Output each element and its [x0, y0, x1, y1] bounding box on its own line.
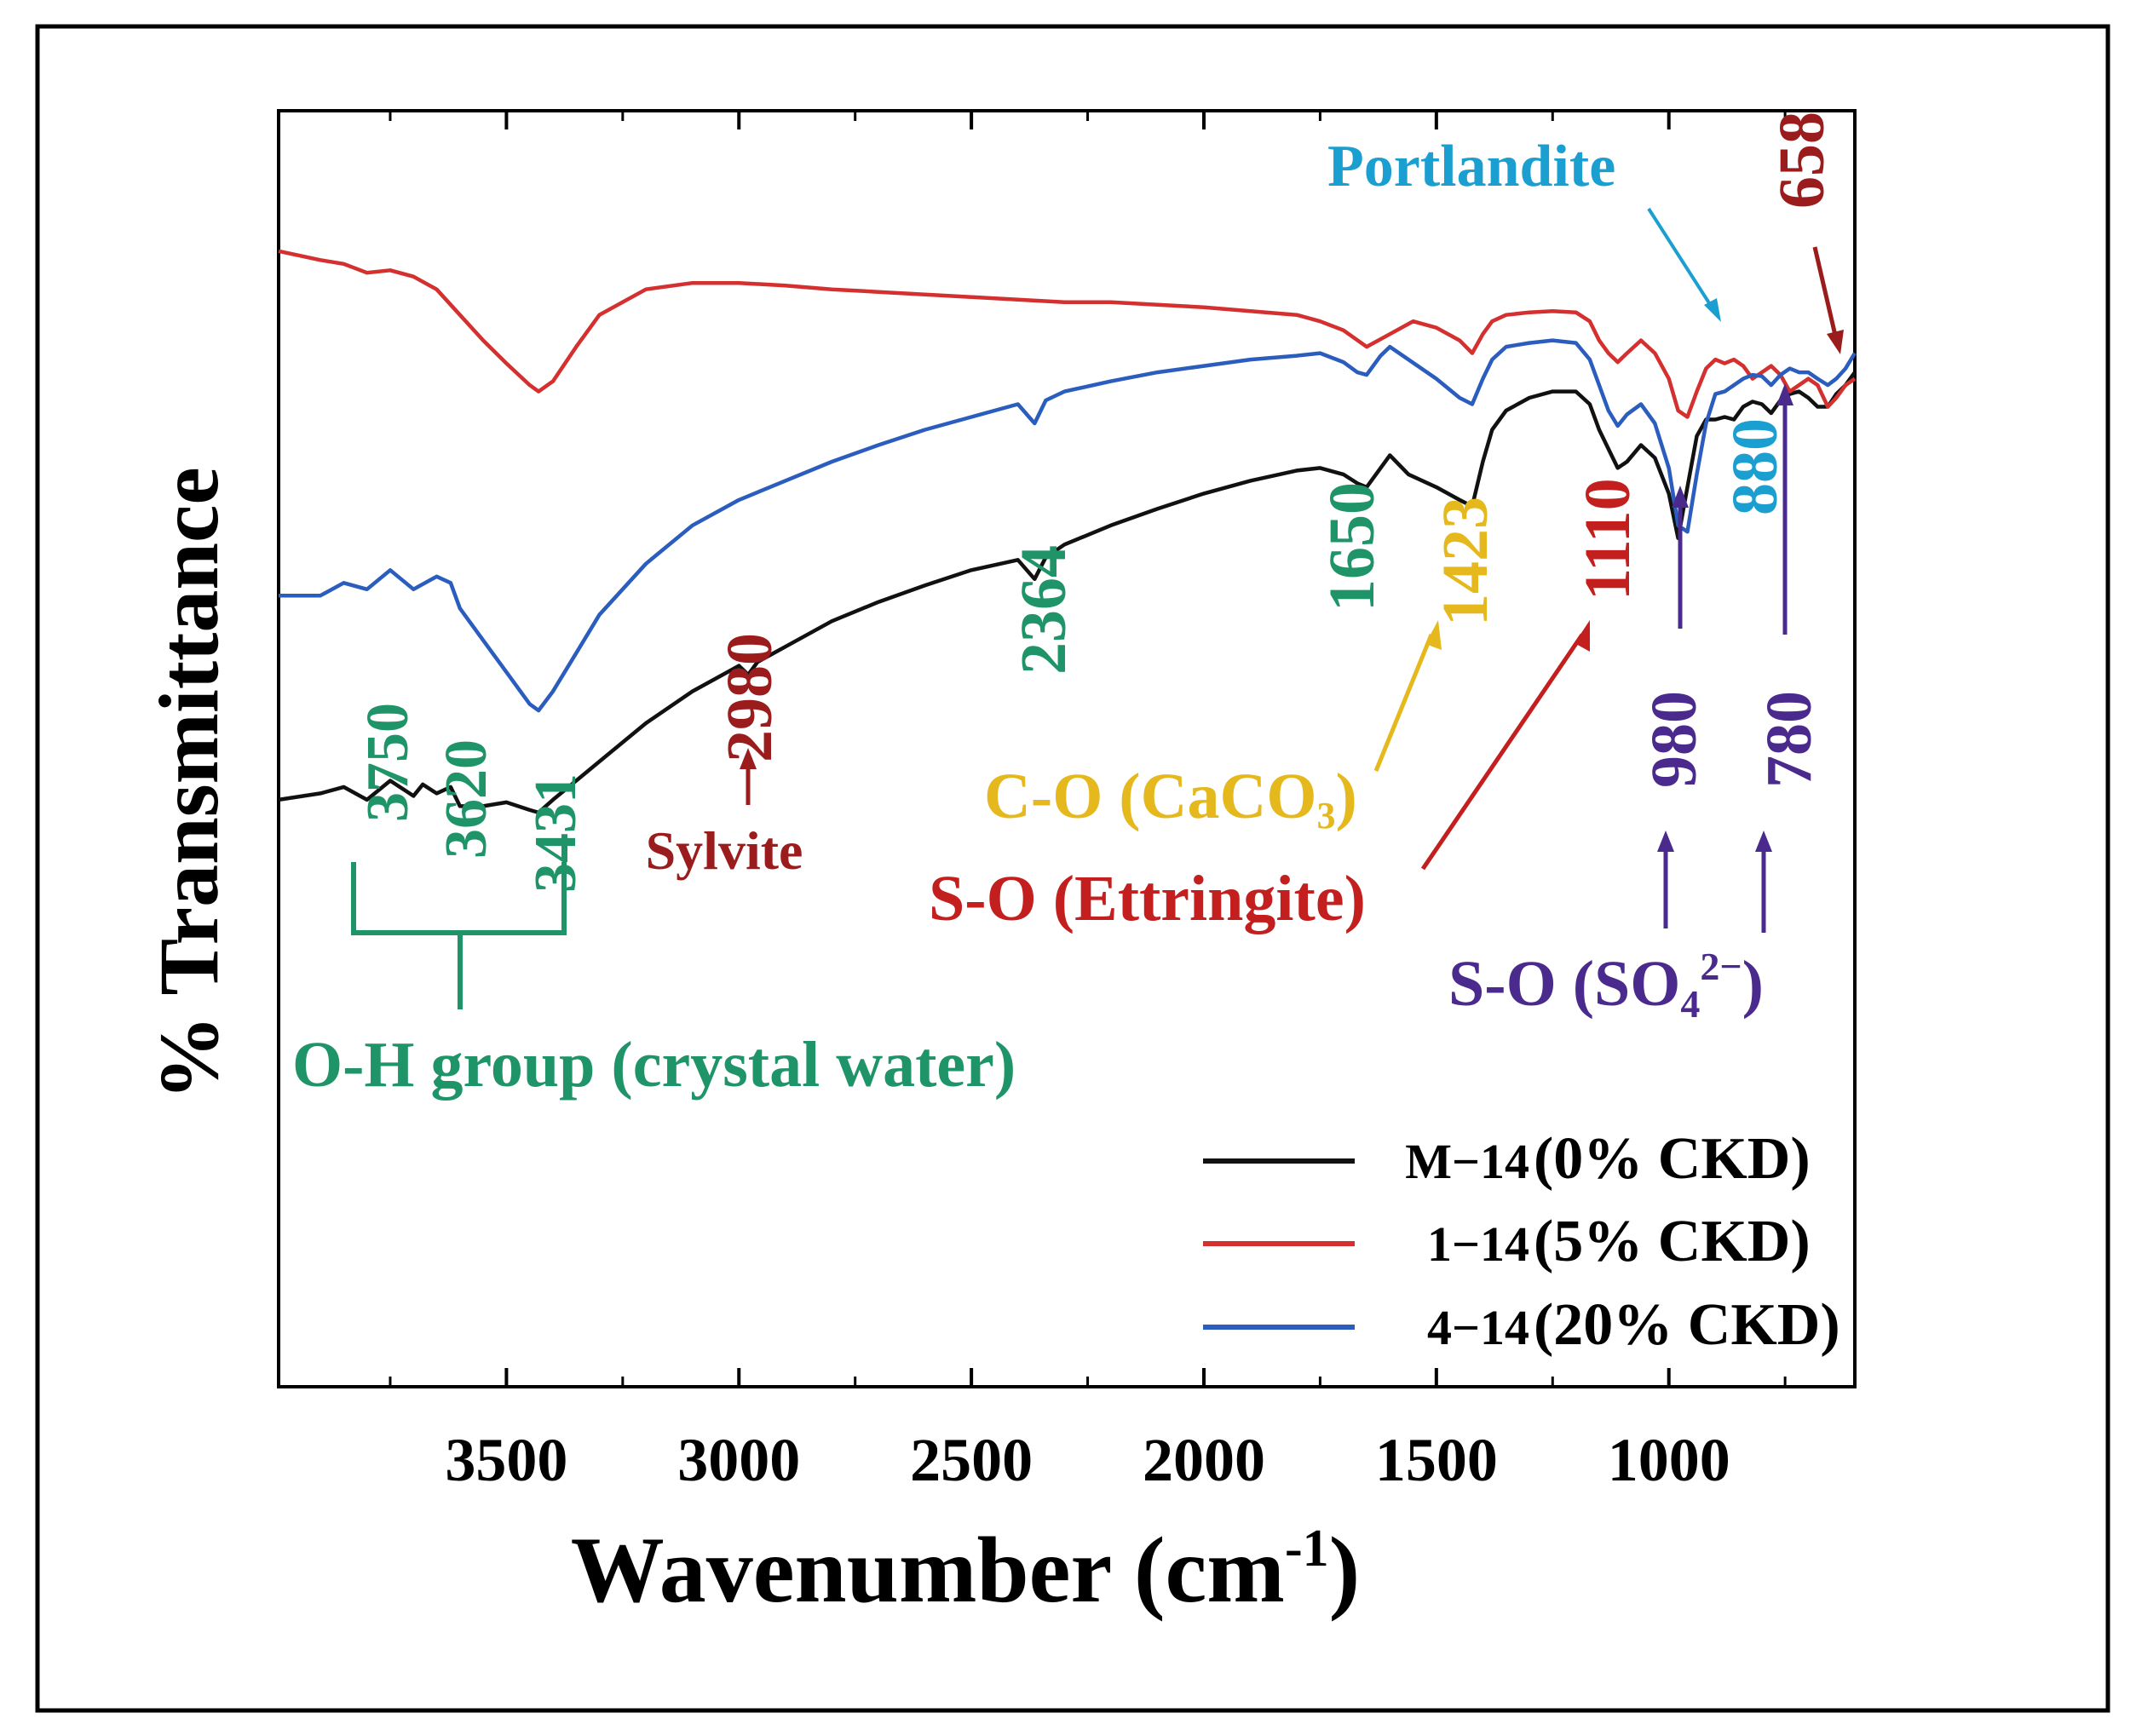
ettringite-arrow: [1420, 633, 1585, 871]
legend-id-M-14: M−14: [1405, 1134, 1529, 1189]
arrowhead-780-lower: [1755, 831, 1772, 852]
caco3-arrowhead: [1425, 620, 1442, 650]
arrow-658: [1812, 246, 1839, 340]
x-tick-label-3000: 3000: [677, 1426, 800, 1494]
label-2980: 2980: [714, 633, 786, 762]
x-axis-ticks: 3500 3000 2500 2000 1500 1000: [389, 111, 1787, 1494]
label-1423: 1423: [1430, 497, 1501, 626]
legend-id-4-14: 4−14: [1427, 1300, 1529, 1355]
legend-note-1-14: (5% CKD): [1534, 1209, 1811, 1274]
label-980: 980: [1638, 691, 1710, 788]
ettringite-annotation: 1110 S-O (Ettringite): [929, 478, 1644, 934]
label-658: 658: [1766, 112, 1838, 209]
sylvite-label: Sylvite: [646, 820, 803, 881]
x-tick-label-2500: 2500: [910, 1426, 1033, 1494]
portlandite-arrowhead: [1704, 298, 1721, 322]
series-line-4-14: [279, 338, 1857, 713]
oh-group-label: O-H group (crystal water): [292, 1029, 1016, 1101]
ettringite-arrowhead: [1575, 620, 1590, 652]
label-3431: 3431: [523, 773, 589, 893]
series-layer: [278, 249, 1857, 815]
annotation-658: 658: [1766, 112, 1844, 354]
arrowhead-780-upper: [1776, 383, 1793, 405]
series-line-M-14: [278, 371, 1857, 815]
label-880: 880: [1719, 418, 1791, 515]
label-1650: 1650: [1316, 482, 1388, 612]
legend-note-4-14: (20% CKD): [1534, 1292, 1840, 1358]
sulfate-label: S-O (SO42−): [1448, 945, 1764, 1026]
caco3-arrow: [1373, 634, 1434, 772]
caco3-label: C-O (CaCO3): [984, 761, 1357, 836]
arrowhead-980-lower: [1657, 831, 1674, 852]
arrowhead-980-upper: [1672, 486, 1689, 508]
legend: M−14 (0% CKD)1−14 (5% CKD)4−14 (20% CKD): [1203, 1126, 1840, 1358]
portlandite-arrow: [1647, 207, 1714, 310]
label-2364: 2364: [1008, 545, 1080, 675]
ettringite-label: S-O (Ettringite): [929, 863, 1366, 934]
y-axis-label: % Transmittance: [141, 467, 236, 1100]
portlandite-annotation: 880 Portlandite: [1327, 134, 1791, 515]
label-780: 780: [1753, 691, 1825, 788]
x-tick-label-3500: 3500: [445, 1426, 567, 1494]
oh-brace: [351, 862, 567, 1009]
series-line-1-14: [278, 249, 1857, 419]
arrowhead-658: [1827, 330, 1844, 354]
plot-area: [277, 109, 1857, 1388]
label-1110: 1110: [1572, 478, 1644, 601]
sylvite-annotation: 2980 Sylvite: [646, 633, 803, 881]
x-tick-label-1500: 1500: [1375, 1426, 1498, 1494]
legend-id-1-14: 1−14: [1427, 1216, 1529, 1272]
legend-note-M-14: (0% CKD): [1534, 1126, 1811, 1192]
x-tick-label-1000: 1000: [1608, 1426, 1730, 1494]
x-axis-label: Wavenumber (cm-1): [571, 1518, 1360, 1622]
portlandite-label: Portlandite: [1327, 134, 1615, 199]
label-3750: 3750: [355, 703, 421, 822]
oh-group-annotation: 3750 3620 3431 O-H group (crystal water): [292, 703, 1016, 1101]
sulfate-annotation: 980 780 S-O (SO42−): [1448, 383, 1825, 1026]
label-3620: 3620: [434, 739, 499, 859]
caco3-annotation: 1423 C-O (CaCO3): [984, 497, 1501, 836]
x-tick-label-2000: 2000: [1143, 1426, 1265, 1494]
sylvite-arrowhead: [740, 748, 757, 769]
